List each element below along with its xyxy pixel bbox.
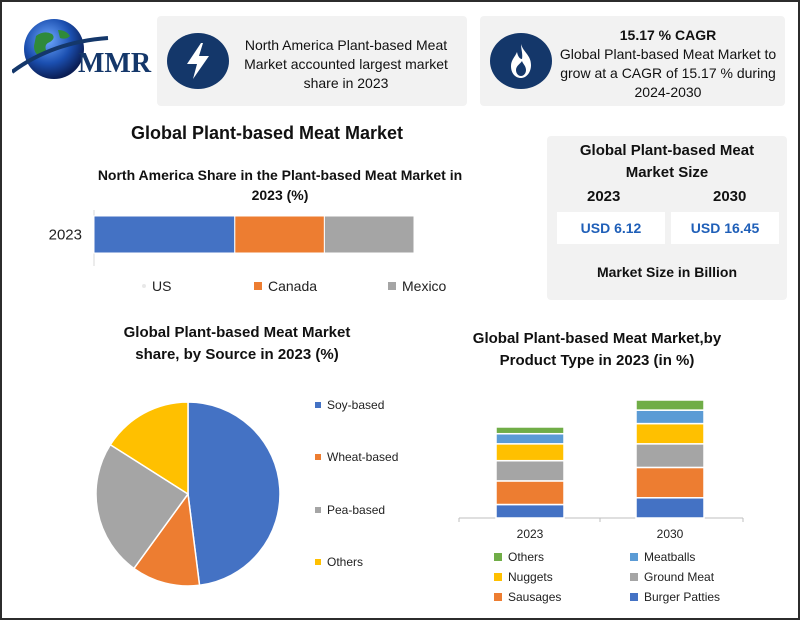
x-tick-label: 2023 — [517, 527, 544, 541]
north-america-chart-title: North America Share in the Plant-based M… — [97, 167, 463, 203]
legend-item-others: Others — [315, 555, 363, 569]
bar-segment-ground-meat — [495, 459, 565, 482]
info-card-text: North America Plant-based Meat Market ac… — [244, 37, 448, 91]
bar-segment-others — [495, 426, 565, 435]
legend-item-soy-based: Soy-based — [315, 398, 384, 412]
bar-segment-burger-patties — [635, 497, 705, 519]
legend-item-meatballs: Meatballs — [630, 550, 695, 564]
legend-swatch — [254, 282, 262, 290]
source-chart-title: Global Plant-based Meat Market share, by… — [123, 324, 351, 363]
market-size-card: Global Plant-based Meat Market Size 2023… — [547, 136, 787, 300]
pie-slice-soy-based — [187, 401, 281, 587]
market-size-year-2023: 2023 — [587, 188, 621, 205]
legend-swatch — [315, 507, 321, 513]
legend-item-others: Others — [494, 550, 544, 564]
legend-swatch — [494, 573, 502, 581]
bar-segment-meatballs — [495, 432, 565, 445]
bar-segment-us — [93, 215, 236, 254]
legend-swatch — [630, 573, 638, 581]
legend-swatch — [315, 559, 321, 565]
legend-item-pea-based: Pea-based — [315, 503, 385, 517]
bar-segment-ground-meat — [635, 443, 705, 469]
legend-swatch — [315, 402, 321, 408]
legend-item-canada: Canada — [254, 278, 317, 294]
brand-name: MMR — [78, 48, 152, 79]
market-size-title: Global Plant-based Meat Market Size — [579, 142, 755, 181]
info-card-cagr: 15.17 % CAGR Global Plant-based Meat Mar… — [480, 16, 785, 106]
legend-swatch — [142, 284, 146, 288]
source-pie-chart — [95, 401, 281, 587]
bar-segment-nuggets — [635, 422, 705, 445]
lightning-bolt-icon — [167, 33, 229, 89]
legend-swatch — [315, 454, 321, 460]
source-legend: Soy-based Wheat-based Pea-based Others — [315, 398, 435, 578]
bar-segment-canada — [234, 215, 325, 254]
globe-icon — [10, 19, 109, 79]
market-size-value-2030: USD 16.45 — [671, 212, 779, 244]
pie-slice-wheat-based — [132, 492, 201, 587]
legend-swatch — [494, 593, 502, 601]
legend-item-burger-patties: Burger Patties — [630, 590, 720, 604]
bar-segment-sausages — [635, 466, 705, 499]
legend-swatch — [494, 553, 502, 561]
product-type-chart: 2023 2030 — [458, 400, 744, 541]
north-america-legend: US Canada Mexico — [142, 278, 472, 296]
product-type-legend: Others Meatballs Nuggets Ground Meat Sau… — [494, 550, 754, 612]
info-card-north-america: North America Plant-based Meat Market ac… — [157, 16, 467, 106]
cagr-title: 15.17 % CAGR — [619, 27, 717, 43]
bar-segment-others — [635, 400, 705, 411]
north-america-share-chart: 2023 — [49, 210, 415, 266]
legend-swatch — [388, 282, 396, 290]
legend-item-mexico: Mexico — [388, 278, 446, 294]
bar-segment-nuggets — [495, 443, 565, 462]
bar-segment-sausages — [495, 480, 565, 506]
main-title: Global Plant-based Meat Market — [130, 123, 404, 143]
legend-item-us: US — [142, 278, 171, 294]
market-size-caption: Market Size in Billion — [596, 264, 738, 280]
legend-item-wheat-based: Wheat-based — [315, 450, 398, 464]
x-tick-label: 2030 — [657, 527, 684, 541]
market-size-year-2030: 2030 — [713, 188, 747, 205]
bar-segment-burger-patties — [495, 503, 565, 519]
legend-item-ground-meat: Ground Meat — [630, 570, 714, 584]
product-type-chart-title: Global Plant-based Meat Market,by Produc… — [472, 330, 722, 369]
market-size-value-2023: USD 6.12 — [557, 212, 665, 244]
legend-item-nuggets: Nuggets — [494, 570, 553, 584]
category-label: 2023 — [49, 227, 82, 244]
bar-segment-mexico — [323, 215, 415, 254]
pie-slice-others — [109, 401, 189, 496]
legend-swatch — [630, 593, 638, 601]
legend-item-sausages: Sausages — [494, 590, 561, 604]
legend-swatch — [630, 553, 638, 561]
flame-icon — [490, 33, 552, 89]
cagr-text: Global Plant-based Meat Market to grow a… — [559, 46, 777, 100]
pie-slice-pea-based — [95, 443, 190, 570]
logo: MMR — [10, 16, 162, 86]
bar-segment-meatballs — [635, 409, 705, 425]
